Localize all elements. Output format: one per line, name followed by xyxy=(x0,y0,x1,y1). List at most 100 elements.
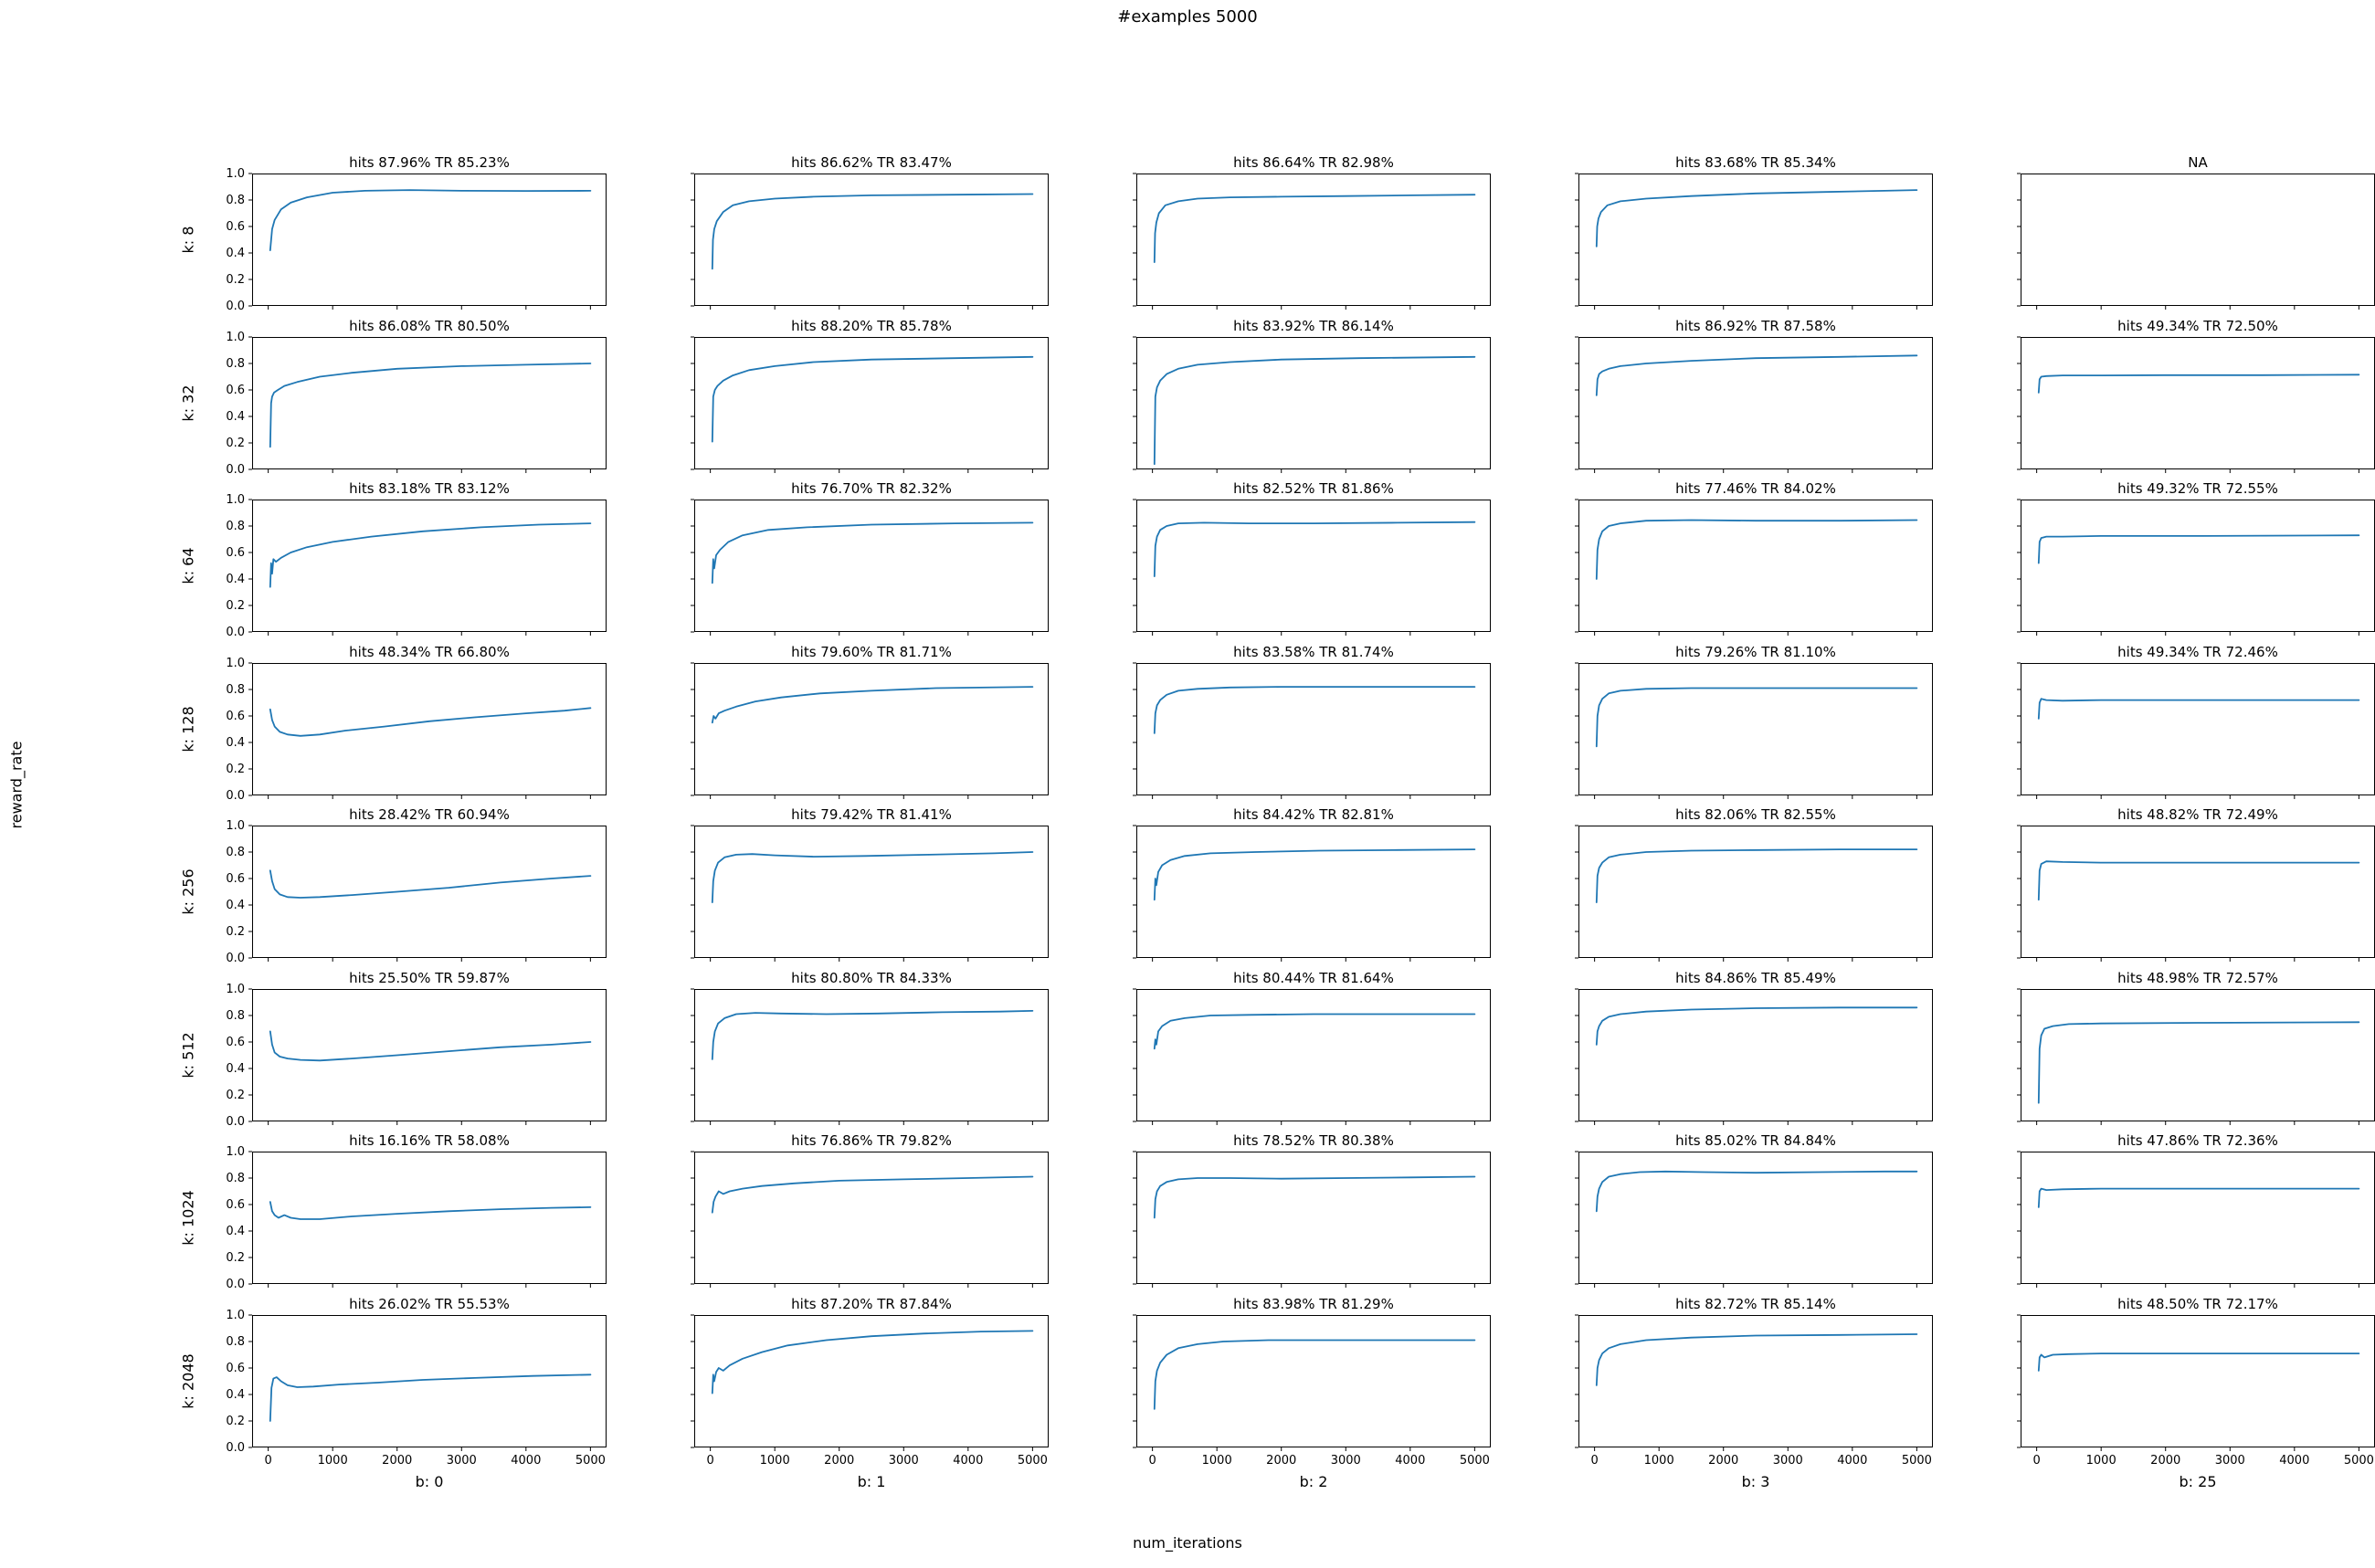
data-line xyxy=(1595,687,1918,748)
x-tick-label: 4000 xyxy=(2279,1454,2310,1468)
subplot-title: hits 80.80% TR 84.33% xyxy=(791,970,952,986)
line-chart xyxy=(2017,825,2375,962)
subplot-k1024-b3: hits 85.02% TR 84.84% xyxy=(1575,1132,1933,1288)
line-chart xyxy=(2017,336,2375,473)
subplot-k2048-b25: hits 48.50% TR 72.17% xyxy=(2017,1296,2375,1451)
y-tick-label: 0.0 xyxy=(226,1440,245,1455)
plot-area xyxy=(248,662,607,799)
y-tick-label: 0.4 xyxy=(226,409,245,424)
subplot-k1024-b25: hits 47.86% TR 72.36% xyxy=(2017,1132,2375,1288)
y-tick-label: 0.0 xyxy=(226,1114,245,1129)
line-chart xyxy=(248,988,607,1125)
subplot-k128-b0: hits 48.34% TR 66.80% xyxy=(248,644,607,799)
axes-frame xyxy=(1136,663,1491,795)
subplot-title: hits 86.62% TR 83.47% xyxy=(791,154,952,171)
y-tick-label: 1.0 xyxy=(226,818,245,833)
plot-area xyxy=(691,336,1049,473)
line-chart xyxy=(2017,1151,2375,1288)
y-tick-label: 0.6 xyxy=(226,383,245,397)
y-tick-label: 0.2 xyxy=(226,436,245,450)
data-line xyxy=(2037,374,2360,394)
col-label-b1: b: 1 xyxy=(857,1473,886,1490)
line-chart xyxy=(2017,499,2375,636)
line-chart xyxy=(248,336,607,473)
y-tick-label: 0.6 xyxy=(226,219,245,234)
axes-frame xyxy=(1578,174,1933,306)
subplot-k256-b0: hits 28.42% TR 60.94% xyxy=(248,806,607,962)
y-axis-label: reward_rate xyxy=(7,741,26,829)
subplot-k512-b0: hits 25.50% TR 59.87% xyxy=(248,970,607,1125)
y-tick-label: 1.0 xyxy=(226,166,245,181)
line-chart xyxy=(691,499,1049,636)
line-chart xyxy=(248,662,607,799)
x-tick-label: 3000 xyxy=(1330,1454,1361,1468)
y-tick-label: 0.0 xyxy=(226,788,245,803)
y-tick-label: 0.6 xyxy=(226,545,245,560)
y-tick-label: 0.8 xyxy=(226,1008,245,1023)
y-tick-label: 1.0 xyxy=(226,982,245,996)
axes-frame xyxy=(252,337,607,469)
axes-frame xyxy=(2021,826,2375,958)
subplot-title: hits 28.42% TR 60.94% xyxy=(349,806,510,823)
y-tick-label: 0.8 xyxy=(226,356,245,371)
x-tick-label: 0 xyxy=(1148,1454,1156,1468)
subplot-title: hits 48.98% TR 72.57% xyxy=(2117,970,2278,986)
subplot-title: hits 87.20% TR 87.84% xyxy=(791,1296,952,1312)
axes-frame xyxy=(2021,174,2375,306)
plot-area xyxy=(2017,173,2375,310)
data-line xyxy=(2037,860,2360,901)
y-tick-label: 0.4 xyxy=(226,898,245,912)
x-tick-label: 4000 xyxy=(511,1454,542,1468)
data-line xyxy=(1595,1170,1918,1213)
line-chart xyxy=(1575,825,1933,962)
plot-area xyxy=(1575,173,1933,310)
subplot-k64-b25: hits 49.32% TR 72.55% xyxy=(2017,480,2375,636)
data-line xyxy=(1595,1333,1918,1386)
data-line xyxy=(711,521,1034,584)
plot-area xyxy=(2017,499,2375,636)
subplot-title: hits 84.42% TR 82.81% xyxy=(1233,806,1394,823)
y-tick-label: 0.4 xyxy=(226,1061,245,1076)
x-tick-label: 0 xyxy=(2032,1454,2041,1468)
line-chart xyxy=(1133,173,1491,310)
subplot-k2048-b3: hits 82.72% TR 85.14% xyxy=(1575,1296,1933,1451)
line-chart xyxy=(691,336,1049,473)
plot-area xyxy=(1133,825,1491,962)
plot-area xyxy=(691,1151,1049,1288)
axes-frame xyxy=(1578,1315,1933,1447)
col-label-b25: b: 25 xyxy=(2179,1473,2217,1490)
subplot-title: hits 83.92% TR 86.14% xyxy=(1233,318,1394,334)
data-line xyxy=(711,355,1034,443)
subplot-k8-b0: hits 87.96% TR 85.23% xyxy=(248,154,607,310)
y-tick-label: 0.0 xyxy=(226,625,245,639)
x-tick-label: 3000 xyxy=(2214,1454,2245,1468)
axes-frame xyxy=(1136,826,1491,958)
axes-frame xyxy=(1136,1152,1491,1284)
subplot-title: hits 82.52% TR 81.86% xyxy=(1233,480,1394,497)
line-chart xyxy=(691,173,1049,310)
subplot-k1024-b2: hits 78.52% TR 80.38% xyxy=(1133,1132,1491,1288)
line-chart xyxy=(1575,988,1933,1125)
axes-frame xyxy=(1136,500,1491,632)
axes-frame xyxy=(694,663,1049,795)
y-tick-label: 0.2 xyxy=(226,598,245,613)
data-line xyxy=(269,363,592,448)
subplot-title: hits 88.20% TR 85.78% xyxy=(791,318,952,334)
subplot-k64-b0: hits 83.18% TR 83.12% xyxy=(248,480,607,636)
x-tick-label: 2000 xyxy=(1708,1454,1739,1468)
plot-area xyxy=(2017,1151,2375,1288)
axes-frame xyxy=(2021,337,2375,469)
axes-frame xyxy=(252,826,607,958)
subplot-title: hits 83.18% TR 83.12% xyxy=(349,480,510,497)
axes-frame xyxy=(252,1152,607,1284)
plot-area xyxy=(1575,499,1933,636)
plot-area xyxy=(1575,1151,1933,1288)
subplot-title: hits 79.60% TR 81.71% xyxy=(791,644,952,660)
axes-frame xyxy=(252,663,607,795)
plot-area xyxy=(691,499,1049,636)
axes-frame xyxy=(694,500,1049,632)
data-line xyxy=(269,707,592,737)
data-line xyxy=(711,193,1034,270)
subplot-title: hits 85.02% TR 84.84% xyxy=(1675,1132,1836,1149)
x-tick-label: 1000 xyxy=(317,1454,348,1468)
